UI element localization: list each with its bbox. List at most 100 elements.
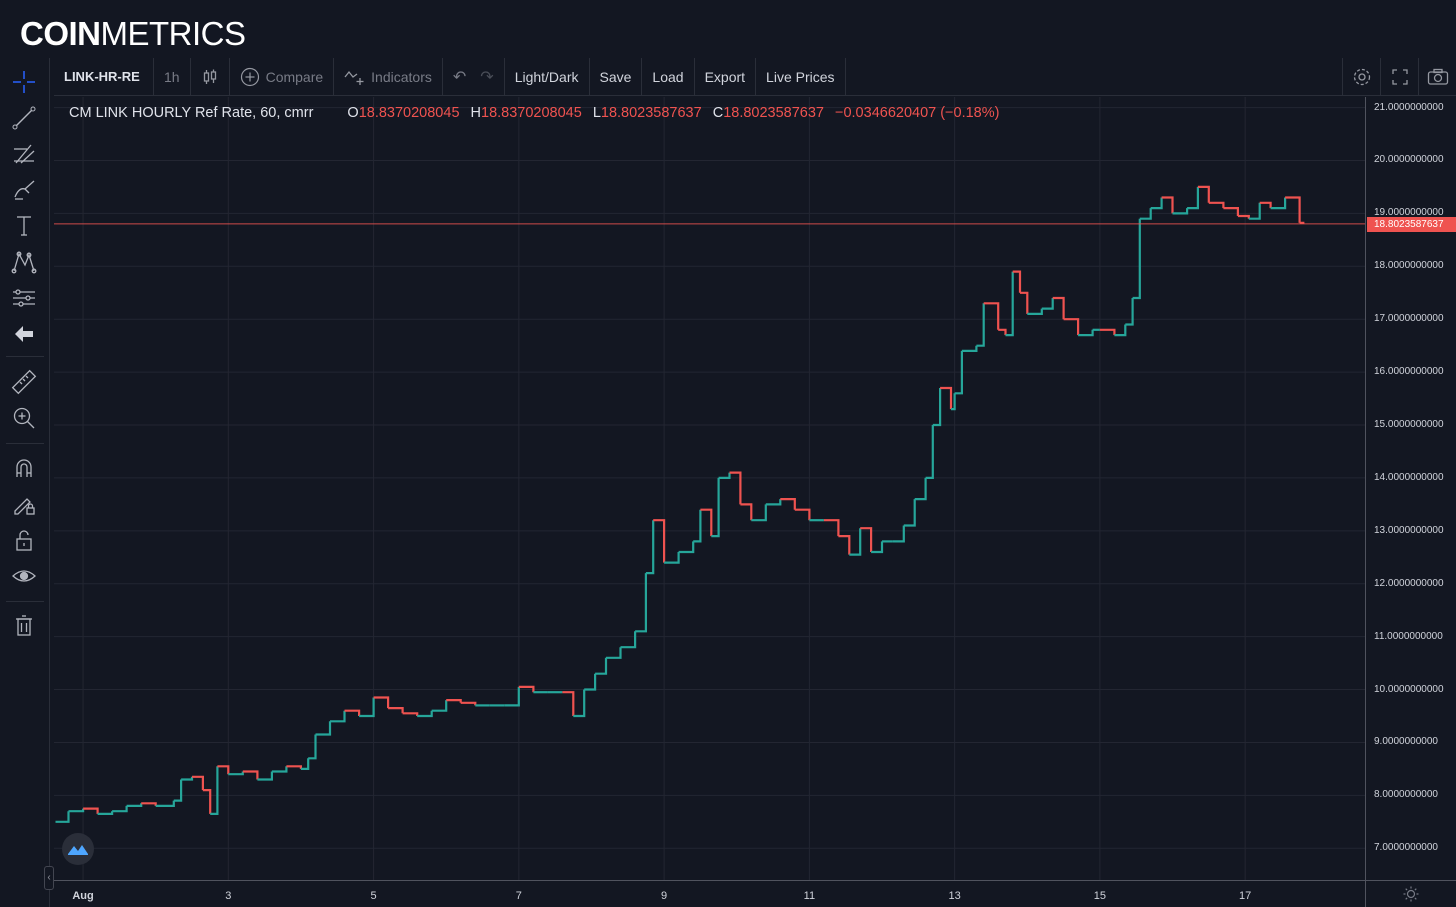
trash-icon[interactable] <box>9 611 39 641</box>
price-step <box>359 697 375 718</box>
interval-button[interactable]: 1h <box>154 57 191 96</box>
price-step <box>315 721 332 736</box>
price-step <box>373 696 390 709</box>
cloud-logo-icon <box>68 845 88 855</box>
undo-icon[interactable]: ↶ <box>452 68 467 86</box>
snapshot-button[interactable] <box>1418 57 1456 96</box>
ruler-icon[interactable] <box>9 367 39 397</box>
price-step <box>300 758 310 770</box>
low-key: L <box>592 105 601 121</box>
price-step <box>664 552 680 564</box>
price-step <box>1285 196 1301 223</box>
price-step <box>951 393 956 411</box>
fib-tools-icon[interactable] <box>9 139 39 169</box>
compare-button[interactable]: Compare <box>230 57 335 96</box>
redo-icon[interactable]: ↷ <box>480 68 494 86</box>
prediction-icon[interactable] <box>9 283 39 313</box>
price-step <box>1150 197 1163 210</box>
price-step <box>606 647 622 659</box>
price-step <box>228 771 244 776</box>
price-step <box>271 766 288 773</box>
price-step <box>693 509 702 543</box>
x-tick-label: 15 <box>1093 890 1107 902</box>
zoom-in-icon[interactable] <box>9 403 39 433</box>
open-key: O <box>347 105 359 121</box>
y-tick-label: 14.0000000000 <box>1374 471 1444 483</box>
price-step <box>940 386 953 410</box>
export-button[interactable]: Export <box>695 57 757 96</box>
drawing-toolbar: ‹ <box>0 58 54 907</box>
price-step <box>1099 328 1116 336</box>
price-step <box>961 345 978 352</box>
price-step <box>55 811 70 823</box>
price-axis[interactable]: 7.0000000000 8.0000000000 9.0000000000 10.0… <box>1365 97 1456 880</box>
price-step <box>417 710 433 718</box>
pattern-icon[interactable] <box>9 247 39 277</box>
price-step <box>976 303 985 347</box>
x-tick-label: 3 <box>225 890 232 902</box>
price-step <box>711 477 720 538</box>
candles-icon <box>203 69 216 84</box>
y-tick-label: 19.0000000000 <box>1374 207 1444 219</box>
price-step <box>983 302 1000 330</box>
collapse-toolbar-button[interactable]: ‹ <box>44 866 54 890</box>
save-button[interactable]: Save <box>590 57 643 96</box>
price-step <box>1172 208 1189 215</box>
price-step <box>892 525 905 543</box>
high-value: 18.8370208045 <box>481 105 582 121</box>
crosshair-icon[interactable] <box>9 67 39 97</box>
price-step <box>573 689 586 718</box>
axis-settings-button[interactable] <box>1365 880 1456 907</box>
price-step <box>1139 208 1152 220</box>
price-step <box>1187 186 1199 210</box>
settings-button[interactable] <box>1342 57 1380 96</box>
price-step <box>1052 296 1065 320</box>
price-step <box>751 504 767 522</box>
light-dark-button[interactable]: Light/Dark <box>505 57 590 96</box>
price-chart[interactable] <box>54 97 1365 880</box>
back-arrow-icon[interactable] <box>9 319 39 349</box>
x-tick-label: 5 <box>370 890 377 902</box>
indicators-icon <box>344 70 364 85</box>
y-tick-label: 15.0000000000 <box>1374 419 1444 430</box>
load-button[interactable]: Load <box>642 57 695 96</box>
price-step <box>849 528 862 556</box>
time-axis[interactable]: Aug 3 5 7 9 11 13 15 17 <box>54 880 1365 907</box>
price-step <box>718 472 731 479</box>
magnet-icon[interactable] <box>9 453 39 483</box>
price-step <box>1237 214 1250 219</box>
price-step <box>242 770 259 780</box>
x-tick-label: 11 <box>803 890 816 902</box>
price-step <box>1078 329 1094 337</box>
live-prices-button[interactable]: Live Prices <box>756 57 846 96</box>
price-step <box>700 508 713 537</box>
tradingview-logo[interactable] <box>62 833 94 865</box>
compare-label: Compare <box>265 68 324 85</box>
brush-icon[interactable] <box>9 175 39 205</box>
price-series <box>55 185 1305 823</box>
price-step <box>1259 201 1272 209</box>
price-step <box>823 519 840 537</box>
price-step <box>925 425 934 479</box>
symbol-search[interactable]: LINK-HR-RE <box>54 57 154 96</box>
text-icon[interactable] <box>9 211 39 241</box>
price-step <box>794 508 811 521</box>
tool-separator <box>6 601 44 602</box>
trend-line-icon[interactable] <box>9 103 39 133</box>
unlock-icon[interactable] <box>9 525 39 555</box>
low-value: 18.8023587637 <box>600 105 702 121</box>
fullscreen-button[interactable] <box>1380 57 1418 96</box>
y-tick-label: 10.0000000000 <box>1374 683 1444 695</box>
price-step <box>780 498 796 510</box>
eye-icon[interactable] <box>9 561 39 591</box>
chart-type-button[interactable] <box>191 57 230 96</box>
indicators-button[interactable]: Indicators <box>334 57 443 96</box>
price-step <box>1020 291 1029 314</box>
price-step <box>112 805 128 813</box>
gear-icon <box>1353 68 1370 85</box>
lock-drawing-icon[interactable] <box>9 489 39 519</box>
x-tick-label: 17 <box>1239 890 1252 902</box>
price-step <box>595 657 608 675</box>
series-title[interactable]: CM LINK HOURLY Ref Rate, 60, cmrr <box>69 105 314 121</box>
y-tick-label: 8.0000000000 <box>1374 789 1438 801</box>
